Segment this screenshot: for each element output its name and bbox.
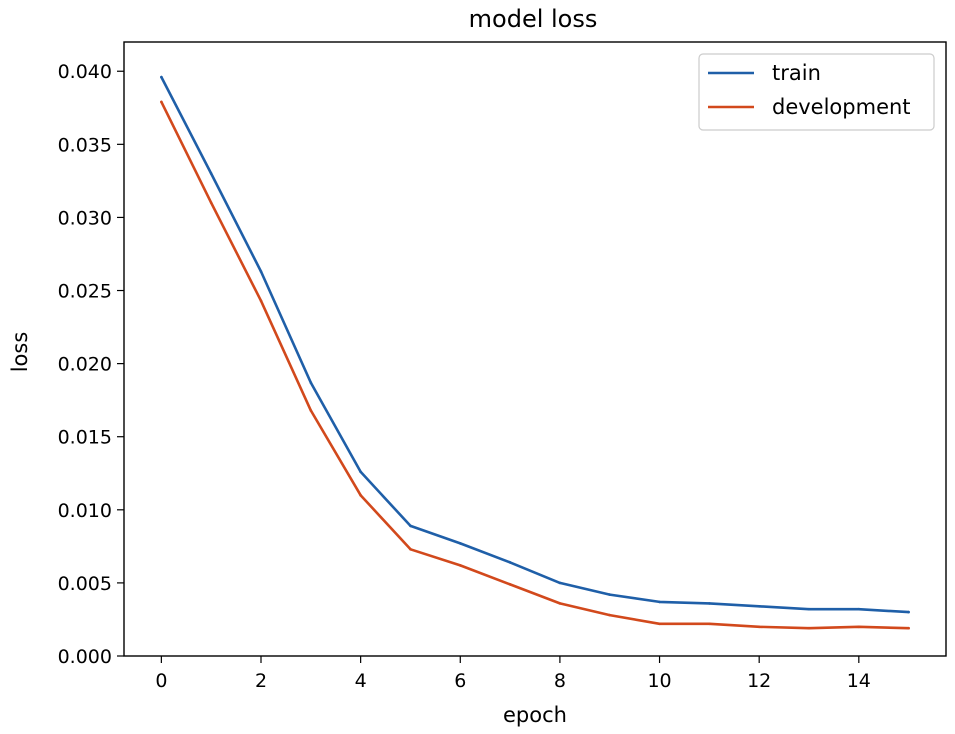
data-point-train	[907, 610, 910, 614]
legend-label-train: train	[772, 61, 821, 85]
y-tick-label: 0.000	[58, 646, 112, 668]
data-point-development	[160, 100, 163, 104]
y-axis: 0.000 0.005 0.010 0.015 0.020 0.025 0.030 0.035…	[58, 61, 124, 668]
series-line-train	[160, 75, 910, 614]
data-point-train	[209, 172, 213, 175]
data-point-train	[708, 602, 711, 605]
chart-title: model loss	[469, 5, 598, 33]
x-tick-label: 12	[747, 670, 771, 692]
y-tick-label: 0.010	[58, 500, 112, 522]
x-axis-label: epoch	[503, 703, 567, 727]
x-tick-label: 14	[847, 670, 871, 692]
legend-box	[698, 53, 935, 131]
x-tick-label: 8	[554, 670, 566, 692]
y-axis-label: loss	[8, 332, 32, 373]
data-point-development	[708, 622, 711, 626]
data-point-train	[409, 524, 412, 528]
legend-label-development: development	[772, 95, 911, 119]
legend: train development	[698, 53, 935, 131]
data-point-train	[558, 581, 562, 585]
x-tick-label: 10	[647, 670, 671, 692]
x-tick-label: 4	[355, 670, 367, 692]
data-point-development	[558, 602, 562, 605]
data-point-development	[857, 625, 861, 629]
data-point-development	[359, 493, 362, 497]
y-tick-label: 0.035	[58, 134, 112, 156]
data-point-train	[309, 381, 313, 384]
x-tick-label: 6	[454, 670, 466, 692]
data-point-development	[459, 564, 462, 567]
data-point-development	[807, 626, 811, 630]
data-point-development	[757, 625, 761, 629]
data-point-train	[160, 75, 163, 79]
data-point-development	[608, 613, 611, 617]
data-point-train	[459, 542, 462, 545]
data-point-train	[757, 605, 761, 608]
y-tick-label: 0.005	[58, 573, 112, 595]
data-point-train	[508, 561, 512, 564]
data-point-development	[907, 626, 910, 630]
data-point-train	[359, 470, 362, 474]
data-point-development	[409, 548, 412, 551]
y-tick-label: 0.030	[58, 207, 112, 229]
x-axis: 0 2 4 6 8 10 12 14	[155, 656, 871, 692]
data-point-development	[309, 409, 313, 412]
data-point-train	[608, 593, 611, 596]
x-tick-label: 0	[155, 670, 167, 692]
data-point-train	[658, 600, 661, 604]
data-point-development	[658, 622, 661, 626]
series-line-development	[160, 100, 910, 630]
data-point-train	[857, 607, 861, 611]
x-tick-label: 2	[255, 670, 267, 692]
data-point-train	[807, 607, 811, 611]
plot-frame	[123, 41, 947, 657]
plot-area	[160, 75, 910, 630]
y-tick-label: 0.040	[58, 61, 112, 83]
data-point-development	[209, 201, 213, 205]
data-point-development	[508, 583, 512, 586]
data-point-train	[259, 270, 263, 273]
data-point-development	[259, 299, 263, 303]
y-tick-label: 0.025	[58, 281, 112, 303]
y-tick-label: 0.020	[58, 354, 112, 376]
y-tick-label: 0.015	[58, 427, 112, 449]
